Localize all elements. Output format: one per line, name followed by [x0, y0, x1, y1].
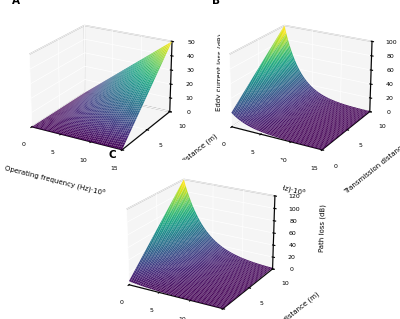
Text: A: A: [12, 0, 20, 6]
X-axis label: Operating frequency (Hz)·10⁶: Operating frequency (Hz)·10⁶: [204, 164, 306, 196]
Text: B: B: [212, 0, 220, 6]
Y-axis label: Transmission distance (m): Transmission distance (m): [143, 133, 218, 195]
Text: C: C: [109, 150, 116, 160]
Y-axis label: Transmission distance (m): Transmission distance (m): [245, 291, 320, 319]
X-axis label: Operating frequency (Hz)·10⁶: Operating frequency (Hz)·10⁶: [4, 164, 106, 196]
Y-axis label: Transmission distance (m): Transmission distance (m): [343, 133, 400, 195]
